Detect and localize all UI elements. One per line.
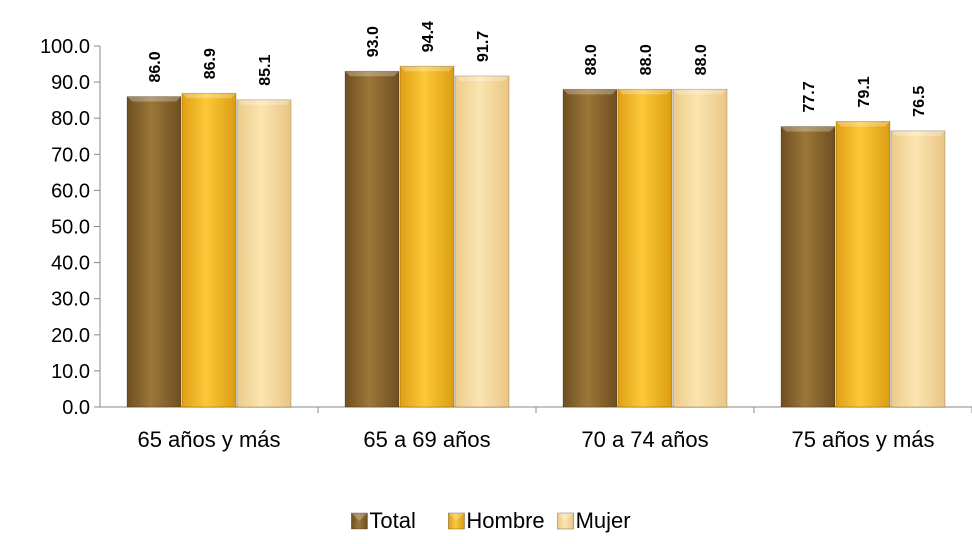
data-label: 88.0 [693,44,710,75]
legend-swatch-bevel [557,513,574,521]
bar-outline [399,65,455,408]
y-axis-ticks: 0.0 10.0 20.0 30.0 40.0 50.0 60.0 70.0 80.0 90.0 1… [40,36,100,419]
bar-top-bevel [345,71,399,77]
x-tick-label: 65 años y más [137,427,280,452]
legend-swatch [447,512,465,530]
legend-item: Total [350,508,416,533]
bar-outline [890,130,946,408]
y-tick-label: 90.0 [51,72,90,94]
bar: 77.7 [780,81,836,408]
bar-top-bevel [673,89,727,95]
data-label: 79.1 [856,76,873,107]
bar-top-bevel [182,93,236,99]
y-tick-label: 30.0 [51,289,90,311]
bar-body [891,130,945,407]
data-label: 88.0 [638,44,655,75]
bar-top-bevel [127,96,181,102]
bar-top-bevel [455,75,509,81]
legend-label: Mujer [576,508,631,533]
x-axis-labels: 65 años y más 65 a 69 años 70 a 74 años 75 … [137,407,972,452]
x-tick-label: 70 a 74 años [581,427,708,452]
x-tick-label: 65 a 69 años [363,427,490,452]
bar-body [400,66,454,407]
bar-top-bevel [781,126,835,132]
bar: 85.1 [236,55,292,408]
bar: 94.4 [399,21,455,408]
bar-body [182,93,236,407]
bar-outline [835,121,891,408]
bar-body [345,71,399,408]
bar-body [237,99,291,407]
bar: 79.1 [835,76,891,408]
bar: 86.9 [181,48,237,408]
bar-outline [126,96,182,408]
data-label: 93.0 [365,26,382,57]
y-tick-label: 10.0 [51,361,90,383]
data-label: 86.0 [147,51,164,82]
bar-outline [780,126,836,408]
bar-top-bevel [563,89,617,95]
y-tick-label: 100.0 [40,36,90,58]
legend-label: Hombre [466,508,544,533]
y-tick-label: 70.0 [51,144,90,166]
bar-body [455,75,509,407]
data-label: 76.5 [911,86,928,117]
legend-swatch [350,512,368,530]
bar: 88.0 [562,44,618,408]
bar-body [563,89,617,407]
data-label: 88.0 [583,44,600,75]
bar: 76.5 [890,86,946,408]
legend-label: Total [369,508,415,533]
bar-outline [617,88,673,408]
bar-top-bevel [400,66,454,72]
bar-outline [672,88,728,408]
legend-swatch-bevel [448,513,465,521]
bar-body [618,89,672,407]
legend: Total Hombre Mujer [350,508,631,533]
bar-body [673,89,727,407]
bar-outline [344,70,400,408]
bar: 88.0 [617,44,673,408]
bar: 88.0 [672,44,728,408]
data-label: 91.7 [475,31,492,62]
y-tick-label: 50.0 [51,217,90,239]
bars: 86.0 93.0 88.0 77.7 86.9 94.4 88.0 79.1 85.1 91.7… [126,21,946,408]
bar: 91.7 [454,31,510,408]
y-tick-label: 80.0 [51,108,90,130]
legend-swatch [557,512,574,530]
bar: 86.0 [126,51,182,408]
bar-top-bevel [618,89,672,95]
bar: 93.0 [344,26,400,408]
bar-top-bevel [891,130,945,136]
x-tick-label: 75 años y más [791,427,934,452]
y-tick-label: 0.0 [62,397,90,419]
legend-item: Mujer [557,508,631,533]
bar-outline [454,75,510,408]
bar-outline [562,88,618,408]
bar-body [127,96,181,407]
data-label: 77.7 [801,81,818,112]
data-label: 85.1 [257,55,274,86]
bar-top-bevel [237,99,291,105]
legend-item: Hombre [447,508,545,533]
bar-body [781,126,835,408]
bar-outline [236,99,292,408]
bar-top-bevel [836,121,890,127]
bar-outline [181,92,237,408]
bar-body [836,121,890,407]
y-tick-label: 20.0 [51,325,90,347]
data-label: 86.9 [202,48,219,79]
data-label: 94.4 [420,21,437,52]
legend-swatch-bevel [351,513,368,521]
y-tick-label: 40.0 [51,253,90,275]
y-tick-label: 60.0 [51,180,90,202]
